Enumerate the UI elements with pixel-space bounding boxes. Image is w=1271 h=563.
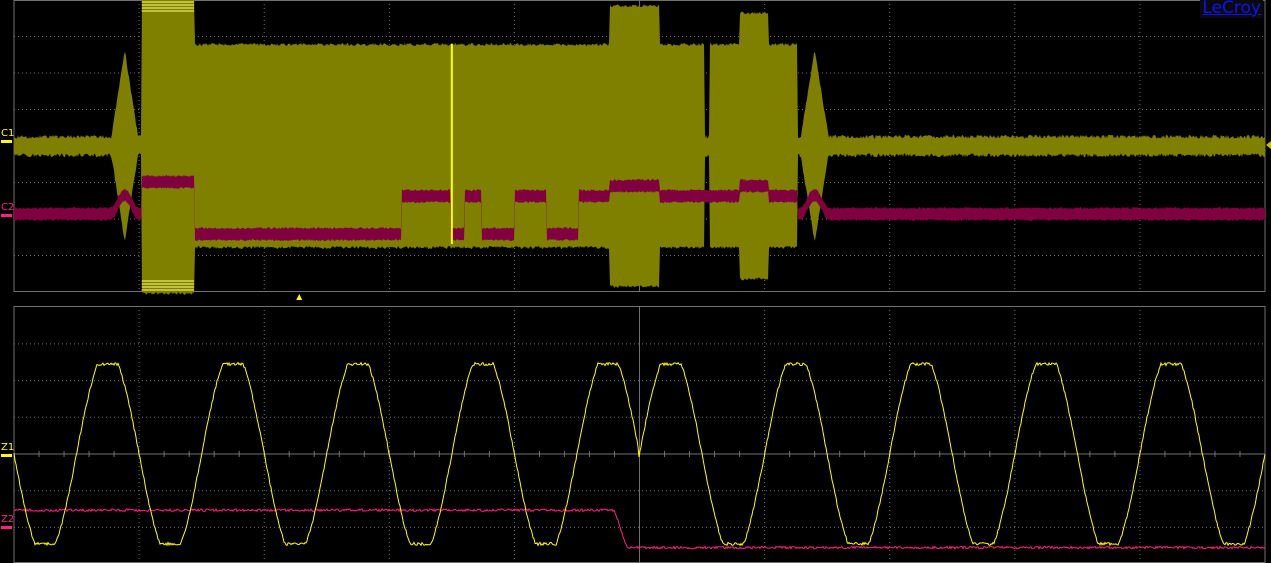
c1-level-marker [1266, 141, 1271, 149]
trace-z1-marker[interactable]: Z1 [1, 443, 14, 453]
c1-trace [14, 0, 1265, 295]
channel-c1-marker[interactable]: C1 [1, 129, 14, 139]
brand-logo: LeCroy [1200, 0, 1263, 18]
oscilloscope-display [0, 0, 1271, 563]
traces [14, 0, 1271, 549]
bottom-panel-grid [14, 306, 1265, 563]
trigger-marker [296, 294, 302, 300]
trace-z2-marker[interactable]: Z2 [1, 515, 14, 525]
channel-c2-marker[interactable]: C2 [1, 203, 14, 213]
